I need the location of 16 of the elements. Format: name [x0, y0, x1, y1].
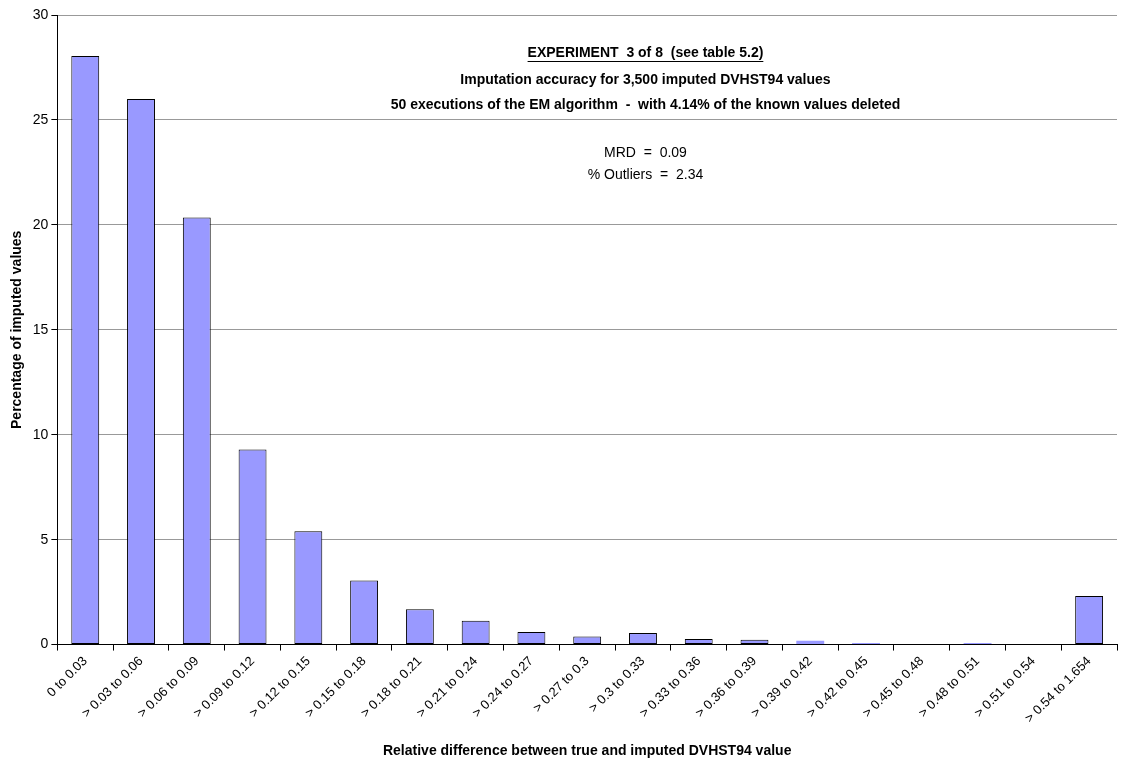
y-tick-label: 0: [40, 635, 49, 652]
x-axis-title: Relative difference between true and imputed DVHST94 value: [382, 742, 792, 759]
y-tick-label: 5: [40, 530, 49, 547]
x-tick-label: 0 to 0.03: [43, 653, 90, 700]
text: EXPERIMENT 3 of 8 (see table 5.2): [527, 43, 764, 60]
annotation: 50 executions of the EM algorithm - with 4.14% of the known values deleted: [390, 95, 901, 112]
y-tick-label: 30: [32, 5, 49, 22]
y-axis-title: Percentage of imputed values: [8, 230, 25, 429]
text: Imputation accuracy for 3,500 imputed DVHST94 values: [460, 70, 831, 87]
y-tick-label: 25: [32, 110, 49, 127]
y-tick-label: 10: [32, 425, 49, 442]
annotation: % Outliers = 2.34: [587, 165, 704, 182]
annotation: MRD = 0.09: [604, 143, 688, 160]
y-tick-label: 15: [32, 320, 49, 337]
y-tick-label: 20: [32, 215, 49, 232]
bar: [796, 640, 825, 645]
